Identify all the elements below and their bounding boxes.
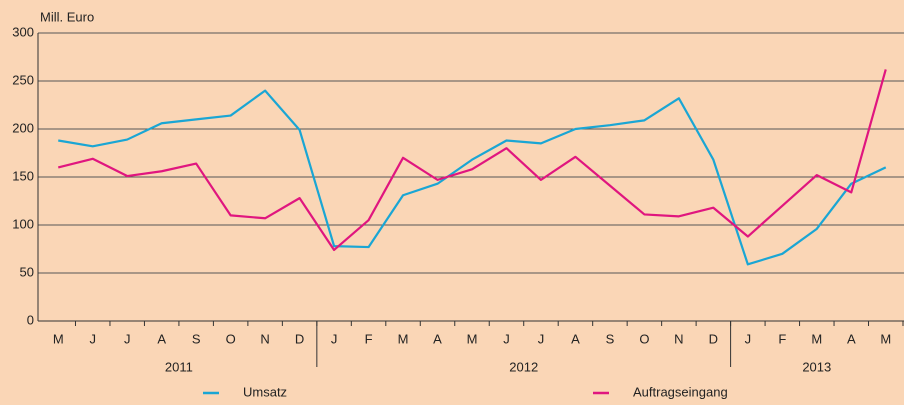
x-tick-label: J [89, 331, 96, 346]
legend-label: Umsatz [243, 384, 287, 399]
x-tick-label: A [571, 331, 580, 346]
x-tick-label: M [398, 331, 409, 346]
x-tick-label: F [365, 331, 373, 346]
x-tick-label: J [503, 331, 510, 346]
y-axis-label: Mill. Euro [40, 9, 94, 24]
x-tick-label: N [674, 331, 683, 346]
x-tick-label: D [295, 331, 304, 346]
y-tick-label: 300 [12, 24, 34, 39]
series-line [57, 69, 887, 252]
y-tick-label: 0 [27, 312, 34, 327]
year-label: 2011 [165, 359, 193, 374]
x-tick-label: F [778, 331, 786, 346]
x-tick-label: A [847, 331, 856, 346]
year-label: 2012 [509, 359, 538, 374]
x-tick-label: M [467, 331, 478, 346]
legend-label: Auftragseingang [633, 384, 728, 399]
y-tick-label: 150 [12, 168, 34, 183]
x-tick-label: M [53, 331, 64, 346]
x-tick-label: M [880, 331, 891, 346]
series-line [58, 89, 887, 266]
x-tick-label: A [433, 331, 442, 346]
x-tick-label: M [811, 331, 822, 346]
x-tick-label: S [192, 331, 201, 346]
year-label: 2013 [802, 359, 831, 374]
x-tick-label: J [745, 331, 752, 346]
x-tick-label: J [538, 331, 545, 346]
y-tick-label: 50 [20, 264, 34, 279]
x-tick-label: A [157, 331, 166, 346]
y-tick-label: 250 [12, 72, 34, 87]
y-tick-label: 200 [12, 120, 34, 135]
y-tick-label: 100 [12, 216, 34, 231]
x-tick-label: O [639, 331, 649, 346]
x-tick-label: N [260, 331, 269, 346]
x-tick-label: J [124, 331, 131, 346]
x-tick-label: S [606, 331, 615, 346]
x-tick-label: J [331, 331, 338, 346]
x-tick-label: D [709, 331, 718, 346]
x-tick-label: O [226, 331, 236, 346]
